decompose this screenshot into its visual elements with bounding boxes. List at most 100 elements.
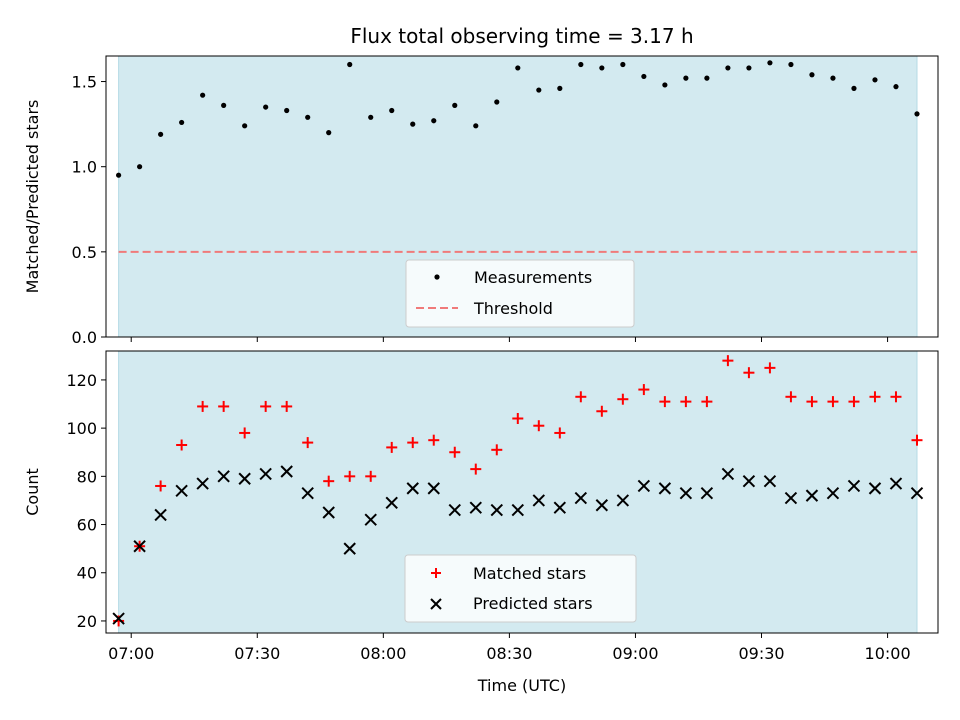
measurement-point: [158, 131, 164, 137]
predicted-star-diag-b: [658, 482, 672, 495]
measurement-point: [536, 87, 542, 93]
predicted-star-diag-b: [910, 486, 924, 500]
measurement-point: [368, 114, 374, 120]
predicted-star-point: [847, 479, 861, 493]
predicted-star-point: [868, 482, 882, 495]
predicted-star-point: [196, 477, 209, 490]
measurement-point: [809, 72, 815, 78]
predicted-star-point: [427, 482, 440, 495]
measurement-point: [557, 85, 563, 91]
ratio-x-ticks: [130, 337, 889, 342]
x-tick-label: 09:30: [738, 644, 784, 663]
measurement-point: [746, 65, 752, 71]
matched-star-point: [428, 434, 440, 446]
ratio-panel-frame: [105, 55, 939, 338]
predicted-star-diag-b: [700, 486, 714, 500]
measurement-point: [767, 60, 773, 66]
matched-star-point: [386, 441, 398, 453]
matched-star-point: [680, 396, 692, 408]
legend-predicted-marker: [430, 598, 442, 610]
predicted-star-point: [490, 503, 503, 517]
ratio-y-tick-label: 0.0: [72, 328, 97, 347]
matched-star-point: [848, 396, 860, 408]
predicted-star-diag-b: [301, 486, 314, 500]
count-y-tick-label: 60: [77, 516, 97, 535]
predicted-star-point: [700, 486, 714, 500]
predicted-star-diag-b: [343, 542, 356, 555]
predicted-star-point: [406, 482, 419, 495]
measurement-point: [662, 82, 668, 88]
matched-star-point: [470, 463, 482, 475]
predicted-star-point: [385, 496, 398, 510]
predicted-star-point: [175, 484, 188, 498]
predicted-star-point: [784, 491, 798, 505]
matched-star-point: [260, 400, 272, 412]
predicted-star-point: [574, 491, 588, 505]
measurement-point: [914, 111, 920, 117]
count-y-tick-label: 20: [77, 612, 97, 631]
ratio-y-tick-label: 1.0: [72, 158, 97, 177]
measurement-point: [599, 65, 605, 71]
predicted-star-diag-b: [574, 491, 588, 505]
predicted-star-point: [742, 474, 756, 488]
predicted-star-point: [616, 494, 630, 507]
predicted-star-diag-b: [532, 494, 546, 507]
predicted-star-point: [238, 472, 251, 485]
matched-star-point: [869, 391, 881, 403]
predicted-star-point: [637, 479, 651, 493]
matched-star-point: [911, 434, 923, 446]
matched-star-point: [890, 391, 902, 403]
count-y-tick-label: 100: [66, 419, 97, 438]
matched-star-point: [365, 470, 377, 482]
predicted-star-point: [805, 489, 819, 502]
measurement-point: [620, 61, 626, 68]
measurement-point: [641, 73, 647, 80]
measurement-point: [851, 85, 857, 91]
predicted-star-diag-b: [217, 470, 230, 483]
legend-measurements-marker: [434, 274, 440, 280]
matched-star-point: [575, 391, 587, 403]
measurement-point: [179, 119, 185, 126]
matched-star-point: [281, 400, 293, 412]
predicted-star-point: [553, 501, 567, 514]
matched-star-point: [764, 362, 776, 374]
count-y-tick-label: 80: [77, 467, 97, 486]
measurement-point: [893, 84, 899, 90]
matched-star-point: [659, 396, 671, 408]
matched-star-point: [323, 475, 335, 487]
predicted-star-point: [301, 486, 314, 500]
predicted-star-point: [910, 486, 924, 500]
legend-measurements-label: Measurements: [474, 268, 592, 287]
x-tick-label: 07:30: [234, 644, 280, 663]
measurement-point: [830, 75, 836, 81]
count-legend-box: [404, 554, 637, 623]
predicted-star-diag-b: [805, 489, 819, 502]
x-tick-label: 09:00: [612, 644, 658, 663]
predicted-star-point: [322, 506, 335, 519]
matched-star-point: [512, 412, 524, 424]
matched-star-point: [218, 400, 230, 412]
predicted-star-diag-b: [133, 540, 146, 553]
predicted-star-diag-b: [112, 612, 125, 625]
measurement-point: [473, 123, 479, 129]
matched-star-point: [617, 393, 629, 405]
ratio-y-ticks: 0.0 0.5 1.0 1.5: [72, 73, 106, 347]
legend-threshold-label: Threshold: [473, 299, 553, 318]
predicted-star-diag-b: [616, 494, 630, 507]
measurement-point: [263, 104, 269, 110]
predicted-star-diag-b: [784, 491, 798, 505]
count-y-tick-label: 40: [77, 564, 97, 583]
matched-star-point: [596, 405, 608, 417]
predicted-star-point: [532, 494, 546, 507]
predicted-star-point: [217, 470, 230, 483]
measurement-point: [242, 123, 248, 129]
measurement-point: [515, 65, 521, 71]
matched-star-point: [197, 400, 209, 412]
predicted-star-diag-b: [553, 501, 567, 514]
predicted-star-diag-b: [826, 486, 840, 500]
predicted-star-diag-b: [280, 465, 293, 478]
measurement-point: [872, 77, 878, 83]
predicted-star-diag-b: [469, 501, 482, 514]
x-tick-label: 08:30: [486, 644, 532, 663]
predicted-star-point: [469, 501, 482, 514]
